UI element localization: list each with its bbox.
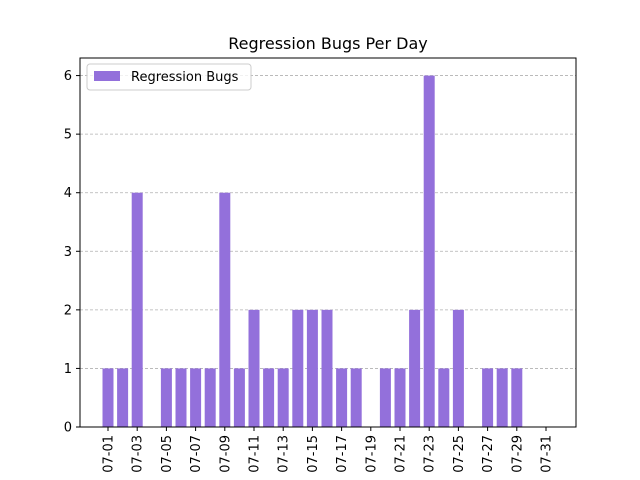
bar (482, 368, 494, 427)
bar (306, 309, 318, 427)
bar (248, 309, 260, 427)
x-tick-label: 07-07 (189, 435, 204, 473)
x-tick-label: 07-19 (364, 435, 379, 473)
legend-label: Regression Bugs (131, 70, 239, 85)
bar (131, 192, 143, 427)
bar (277, 368, 289, 427)
bar (233, 368, 245, 427)
x-tick-label: 07-21 (394, 435, 409, 473)
bar (438, 368, 450, 427)
x-tick-label: 07-03 (131, 435, 146, 473)
x-tick-label: 07-05 (160, 435, 175, 473)
bar (321, 309, 333, 427)
legend-swatch (94, 71, 120, 81)
x-tick-label: 07-29 (510, 435, 525, 473)
bar (336, 368, 348, 427)
y-tick-label: 3 (64, 245, 72, 260)
x-tick-label: 07-31 (540, 435, 555, 473)
x-axis: 07-01 07-03 07-05 07-07 07-09 07-11 07-13 07-15… (102, 427, 555, 473)
x-tick-label: 07-11 (248, 435, 263, 473)
x-tick-label: 07-17 (335, 435, 350, 473)
x-tick-label: 07-27 (481, 435, 496, 473)
bar-series (102, 75, 523, 428)
bar (292, 309, 304, 427)
bar (496, 368, 508, 427)
bar (117, 368, 129, 427)
x-tick-label: 07-13 (277, 435, 292, 473)
legend-box (86, 63, 252, 91)
y-tick-label: 5 (64, 128, 72, 143)
y-tick-label: 6 (64, 69, 72, 84)
bar (409, 309, 421, 427)
x-tick-label: 07-01 (102, 435, 117, 473)
y-tick-label: 4 (64, 186, 72, 201)
bar (190, 368, 202, 427)
bar (511, 368, 523, 427)
bar (379, 368, 391, 427)
plot-frame (79, 57, 577, 428)
bar (394, 368, 406, 427)
chart-title: Regression Bugs Per Day (228, 34, 427, 53)
y-tick-label: 1 (64, 362, 72, 377)
bar (219, 192, 231, 427)
bar (102, 368, 114, 427)
x-tick-label: 07-23 (423, 435, 438, 473)
x-tick-label: 07-09 (218, 435, 233, 473)
bar (423, 75, 435, 428)
y-axis: 0 1 2 3 4 5 6 (64, 69, 80, 436)
x-tick-label: 07-15 (306, 435, 321, 473)
bar (350, 368, 362, 427)
legend: Regression Bugs (86, 63, 252, 91)
bar (204, 368, 216, 427)
bar (160, 368, 172, 427)
x-tick-label: 07-25 (452, 435, 467, 473)
bar (452, 309, 464, 427)
bar (263, 368, 275, 427)
y-tick-label: 2 (64, 303, 72, 318)
y-tick-label: 0 (64, 421, 72, 436)
bar (175, 368, 187, 427)
